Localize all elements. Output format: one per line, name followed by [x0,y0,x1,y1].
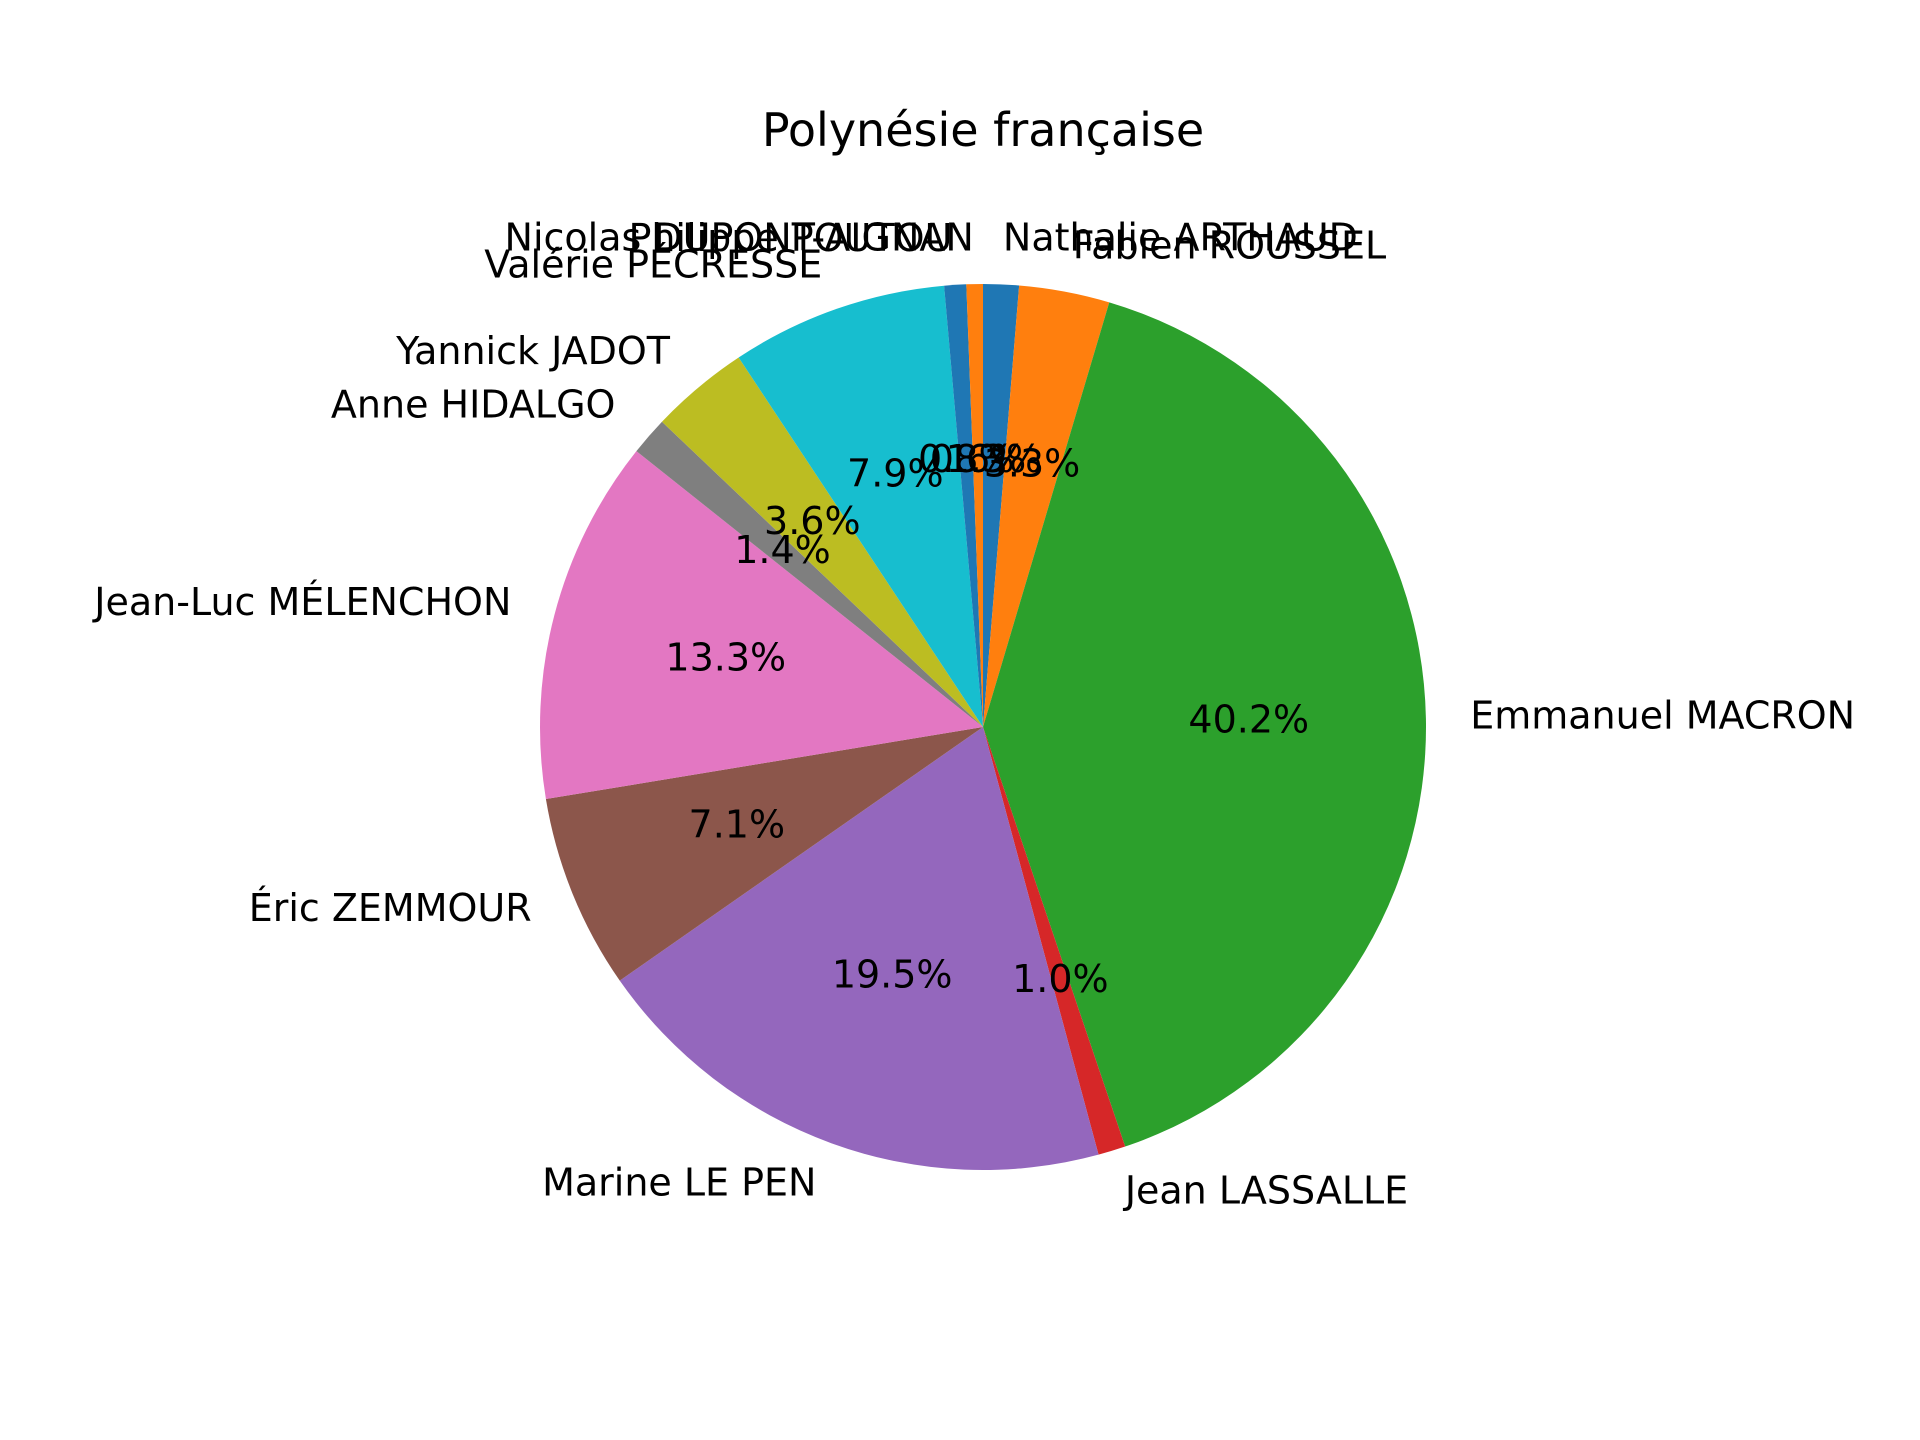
pct-label-yannick-jadot: 3.6% [764,499,861,543]
slice-label-anne-hidalgo: Anne HIDALGO [331,383,616,427]
pct-label-nathalie-arthaud: 1.3% [946,437,1043,481]
pct-label-valerie-pecresse: 7.9% [847,452,944,496]
pie-slice-emmanuel-macron [983,302,1426,1147]
pct-label-nicolas-dupont-aignan: 0.6% [930,437,1027,481]
pct-label-philippe-poutou: 0.8% [918,437,1015,481]
pie-slice-yannick-jadot [661,357,983,727]
pie-slice-fabien-roussel [983,285,1110,727]
pct-label-eric-zemmour: 7.1% [689,803,786,847]
pie-slice-jean-luc-melenchon [540,451,983,800]
pie-slice-nicolas-dupont-aignan [966,284,983,727]
slice-label-nicolas-dupont-aignan: Nicolas DUPONT-AIGNAN [505,215,974,259]
pct-label-jean-lassalle: 1.0% [1012,957,1109,1001]
slice-label-yannick-jadot: Yannick JADOT [395,329,671,373]
pie-slice-valerie-pecresse [738,285,983,727]
pie-slice-marine-le-pen [619,727,1099,1170]
slice-label-valerie-pecresse: Valérie PÉCRESSE [484,242,822,286]
pie-slice-philippe-poutou [944,284,983,727]
pct-label-emmanuel-macron: 40.2% [1188,697,1309,741]
slice-label-jean-luc-melenchon: Jean-Luc MÉLENCHON [92,580,511,624]
slice-label-nathalie-arthaud: Nathalie ARTHAUD [1003,216,1358,260]
pie-slice-jean-lassalle [983,727,1126,1155]
slice-label-jean-lassalle: Jean LASSALLE [1123,1169,1408,1213]
pct-label-fabien-roussel: 3.3% [984,441,1081,485]
slice-label-eric-zemmour: Éric ZEMMOUR [249,886,532,930]
percentage-labels: 1.3%3.3% 40.2% 1.0% 19.5% 7.1% 13.3% 1.4%3.6%7… [665,437,1309,1001]
slice-label-philippe-poutou: Philippe POUTOU [628,216,952,260]
pct-label-anne-hidalgo: 1.4% [734,528,831,572]
pie-slice-eric-zemmour [545,727,983,981]
pie-slice-anne-hidalgo [636,421,983,727]
slice-label-marine-le-pen: Marine LE PEN [542,1160,816,1204]
slice-label-fabien-roussel: Fabien ROUSSEL [1073,224,1386,268]
pct-label-marine-le-pen: 19.5% [832,952,953,996]
pie-slice-nathalie-arthaud [983,284,1020,727]
pie-slices [540,284,1426,1170]
slice-label-emmanuel-macron: Emmanuel MACRON [1470,693,1855,737]
chart-title: Polynésie française [762,103,1204,157]
pct-label-jean-luc-melenchon: 13.3% [665,636,786,680]
